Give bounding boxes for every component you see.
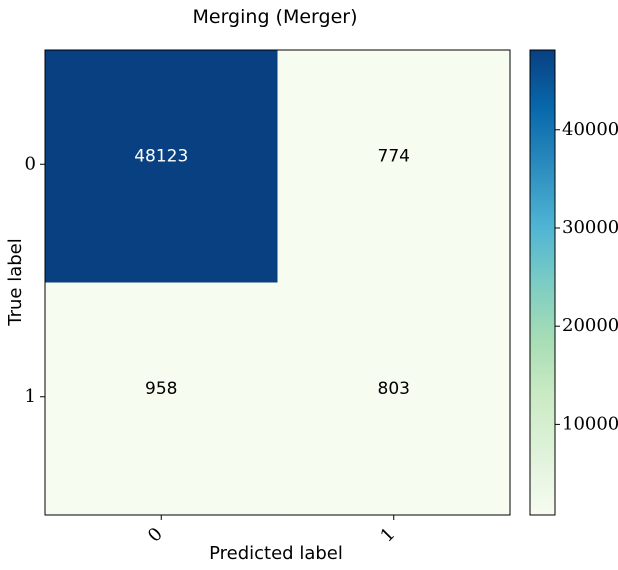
colorbar-tick-label: 40000 <box>562 119 618 140</box>
chart-title: Merging (Merger) <box>193 6 358 28</box>
heatmap-cell-labels: 48123 774 958 803 <box>134 146 410 399</box>
heatmap-cell-1-0 <box>45 282 278 516</box>
plot-frame <box>44 49 511 516</box>
heatmap-cell-0-0 <box>45 50 278 283</box>
y-tick-label: 0 <box>25 153 36 174</box>
cell-value-0-1: 774 <box>378 146 410 166</box>
x-axis-label: Predicted label <box>209 543 343 564</box>
x-tick-label: 0 <box>144 524 167 547</box>
cell-value-1-1: 803 <box>378 379 410 399</box>
y-tick-label: 1 <box>25 386 36 407</box>
colorbar <box>529 49 556 516</box>
y-axis-label: True label <box>5 238 26 327</box>
colorbar-tick-label: 30000 <box>562 217 618 238</box>
colorbar-ticks: 10000 20000 30000 40000 <box>555 119 618 434</box>
cell-value-1-0: 958 <box>145 379 177 399</box>
heatmap-cells <box>45 50 511 516</box>
colorbar-tick-label: 10000 <box>562 413 618 434</box>
colorbar-tick-label: 20000 <box>562 315 618 336</box>
x-tick-label: 1 <box>376 524 399 547</box>
cell-value-0-0: 48123 <box>134 146 188 166</box>
y-axis-ticks: 01 <box>25 153 45 407</box>
heatmap-cell-0-1 <box>277 50 511 283</box>
heatmap-cell-1-1 <box>277 282 511 516</box>
